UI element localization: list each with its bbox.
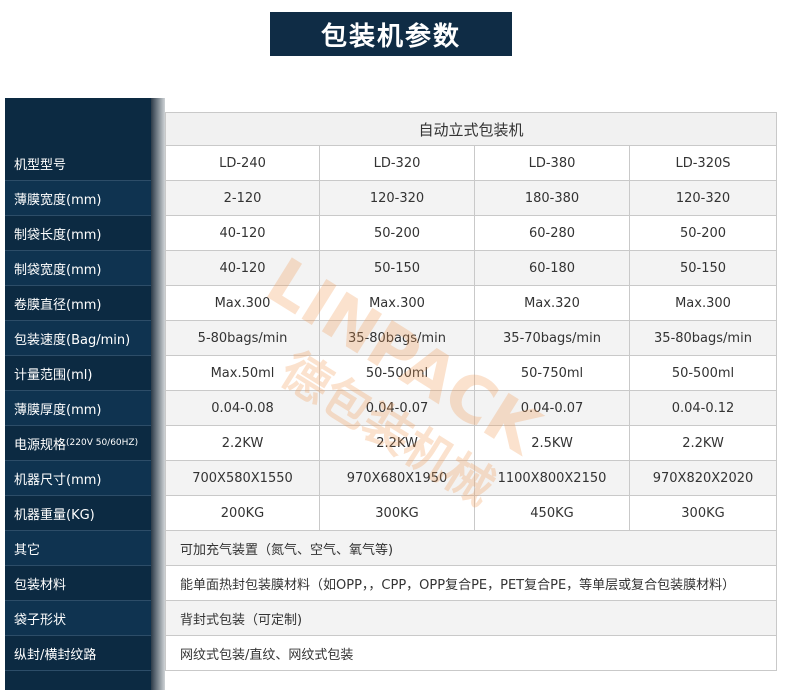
cell: 2.5KW — [475, 426, 630, 461]
cell: 2.2KW — [630, 426, 777, 461]
cell: 50-200 — [630, 216, 777, 251]
row-label-text: 卷膜直径(mm) — [14, 297, 102, 313]
row-label: 制袋长度(mm) — [5, 216, 151, 251]
row-label: 计量范围(ml) — [5, 356, 151, 391]
cell: 50-500ml — [630, 356, 777, 391]
row-label-text: 包装材料 — [14, 577, 67, 593]
cell: Max.320 — [475, 286, 630, 321]
row-label-text: 机型型号 — [14, 157, 67, 173]
cell: 60-280 — [475, 216, 630, 251]
row-label-text: 制袋长度(mm) — [14, 227, 102, 243]
cell: LD-380 — [475, 146, 630, 181]
row-label: 机型型号 — [5, 146, 151, 181]
cell: 700X580X1550 — [165, 461, 320, 496]
cell: 40-120 — [165, 251, 320, 286]
cell: 300KG — [320, 496, 475, 531]
row-label-text: 袋子形状 — [14, 612, 67, 628]
title: 包装机参数 — [270, 12, 512, 56]
cell: 0.04-0.12 — [630, 391, 777, 426]
row-label: 包装速度(Bag/min) — [5, 321, 151, 356]
cell: 2.2KW — [165, 426, 320, 461]
row-label: 纵封/横封纹路 — [5, 636, 151, 671]
row-label-text: 机器重量(KG) — [14, 507, 95, 523]
row-label-text: 薄膜宽度(mm) — [14, 192, 102, 208]
row-label: 机器尺寸(mm) — [5, 461, 151, 496]
row-label-text: 电源规格 — [14, 437, 67, 453]
row-label-note: (220V 50/60HZ) — [66, 438, 139, 448]
row-label-text: 包装速度(Bag/min) — [14, 332, 131, 348]
cell: 970X680X1950 — [320, 461, 475, 496]
cell: 0.04-0.07 — [475, 391, 630, 426]
row-label: 电源规格 (220V 50/60HZ) — [5, 426, 151, 461]
cell: 可加充气装置（氮气、空气、氧气等) — [165, 531, 777, 566]
cell: 2-120 — [165, 181, 320, 216]
row-label: 薄膜宽度(mm) — [5, 181, 151, 216]
cell: LD-320 — [320, 146, 475, 181]
row-label: 薄膜厚度(mm) — [5, 391, 151, 426]
cell: 5-80bags/min — [165, 321, 320, 356]
table-header: 自动立式包装机 — [165, 112, 777, 146]
cell: 35-80bags/min — [320, 321, 475, 356]
cell: 200KG — [165, 496, 320, 531]
cell: 300KG — [630, 496, 777, 531]
cell: 450KG — [475, 496, 630, 531]
cell: 50-150 — [320, 251, 475, 286]
cell: 网纹式包装/直纹、网纹式包装 — [165, 636, 777, 671]
row-label-text: 纵封/横封纹路 — [14, 647, 97, 663]
row-label: 包装材料 — [5, 566, 151, 601]
cell: 2.2KW — [320, 426, 475, 461]
row-label: 其它 — [5, 531, 151, 566]
cell: Max.300 — [165, 286, 320, 321]
cell: LD-320S — [630, 146, 777, 181]
cell: 1100X800X2150 — [475, 461, 630, 496]
row-label-text: 薄膜厚度(mm) — [14, 402, 102, 418]
row-label-text: 制袋宽度(mm) — [14, 262, 102, 278]
cell: 35-70bags/min — [475, 321, 630, 356]
cell: 0.04-0.08 — [165, 391, 320, 426]
cell: 50-200 — [320, 216, 475, 251]
cell: 40-120 — [165, 216, 320, 251]
row-label: 袋子形状 — [5, 601, 151, 636]
cell: Max.300 — [630, 286, 777, 321]
cell: 180-380 — [475, 181, 630, 216]
cell: 970X820X2020 — [630, 461, 777, 496]
row-label-text: 其它 — [14, 542, 41, 558]
cell: Max.50ml — [165, 356, 320, 391]
cell: 50-500ml — [320, 356, 475, 391]
cell: 能单面热封包装膜材料（如OPP，，CPP，OPP复合PE，PET复合PE，等单层… — [165, 566, 777, 601]
row-label-text: 机器尺寸(mm) — [14, 472, 102, 488]
cell: 背封式包装（可定制) — [165, 601, 777, 636]
cell: 120-320 — [320, 181, 475, 216]
cell: 60-180 — [475, 251, 630, 286]
row-label: 卷膜直径(mm) — [5, 286, 151, 321]
column-shade — [151, 98, 165, 690]
cell: 120-320 — [630, 181, 777, 216]
cell: Max.300 — [320, 286, 475, 321]
row-label: 制袋宽度(mm) — [5, 251, 151, 286]
row-label: 机器重量(KG) — [5, 496, 151, 531]
row-label-text: 计量范围(ml) — [14, 367, 93, 383]
cell: 50-750ml — [475, 356, 630, 391]
cell: 35-80bags/min — [630, 321, 777, 356]
cell: LD-240 — [165, 146, 320, 181]
cell: 0.04-0.07 — [320, 391, 475, 426]
cell: 50-150 — [630, 251, 777, 286]
